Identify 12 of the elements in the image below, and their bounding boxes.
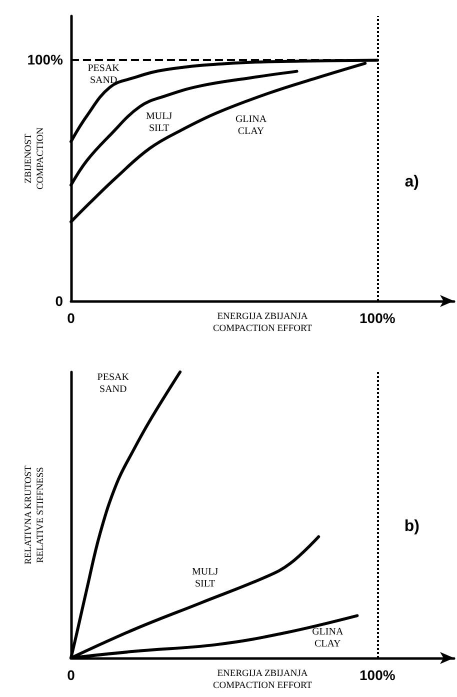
- annotation: GLINA CLAY: [235, 114, 268, 138]
- annotation: MULJ SILT: [146, 111, 172, 134]
- x-axis-title: ENERGIJA ZBIJANJA COMPACTION EFFORT: [212, 312, 312, 334]
- annotation: PESAK SAND: [97, 372, 130, 395]
- annotation: b): [404, 518, 420, 535]
- y-axis-title: ZBIJENOST COMPACTION: [24, 127, 46, 190]
- annotation: GLINA CLAY: [312, 626, 344, 650]
- annotation: a): [404, 173, 419, 190]
- x-axis-title: ENERGIJA ZBIJANJA COMPACTION EFFORT: [212, 669, 312, 691]
- annotation: MULJ SILT: [192, 566, 218, 590]
- annotation: PESAK SAND: [88, 63, 120, 86]
- y-axis-title: RELATIVNA KRUTOST RELATIVE STIFFNESS: [24, 465, 46, 564]
